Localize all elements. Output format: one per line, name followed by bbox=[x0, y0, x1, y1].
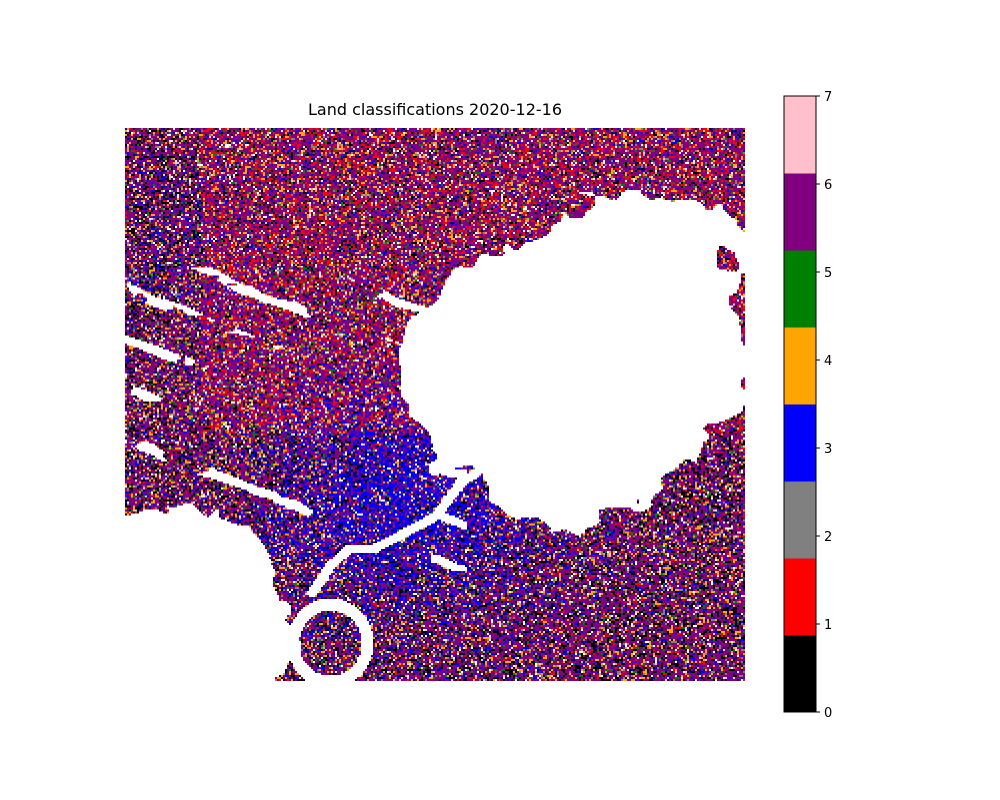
colorbar-tick-label-3: 3 bbox=[824, 442, 832, 457]
colorbar-frame bbox=[783, 95, 817, 713]
colorbar-segment-4 bbox=[784, 327, 816, 405]
colorbar-segment-6 bbox=[784, 173, 816, 251]
colorbar: 0 1 2 3 4 5 6 7 bbox=[783, 90, 832, 721]
chart-title: Land classifications 2020-12-16 bbox=[308, 100, 562, 119]
colorbar-tick-label-5: 5 bbox=[824, 266, 832, 281]
colorbar-tick-label-4: 4 bbox=[824, 354, 832, 369]
colorbar-svg: 0 1 2 3 4 5 6 7 bbox=[783, 90, 832, 721]
colorbar-segment-3 bbox=[784, 404, 816, 482]
colorbar-segment-0 bbox=[784, 635, 816, 713]
classification-map bbox=[125, 128, 745, 681]
colorbar-tick-label-6: 6 bbox=[824, 178, 832, 193]
classification-raster bbox=[125, 128, 745, 681]
colorbar-segment-5 bbox=[784, 250, 816, 328]
colorbar-segment-1 bbox=[784, 558, 816, 636]
colorbar-segment-2 bbox=[784, 481, 816, 559]
colorbar-tick-label-7: 7 bbox=[824, 90, 832, 105]
colorbar-tick-label-1: 1 bbox=[824, 618, 832, 633]
colorbar-tick-label-2: 2 bbox=[824, 530, 832, 545]
colorbar-tick-label-0: 0 bbox=[824, 706, 832, 721]
colorbar-segment-7 bbox=[784, 96, 816, 174]
